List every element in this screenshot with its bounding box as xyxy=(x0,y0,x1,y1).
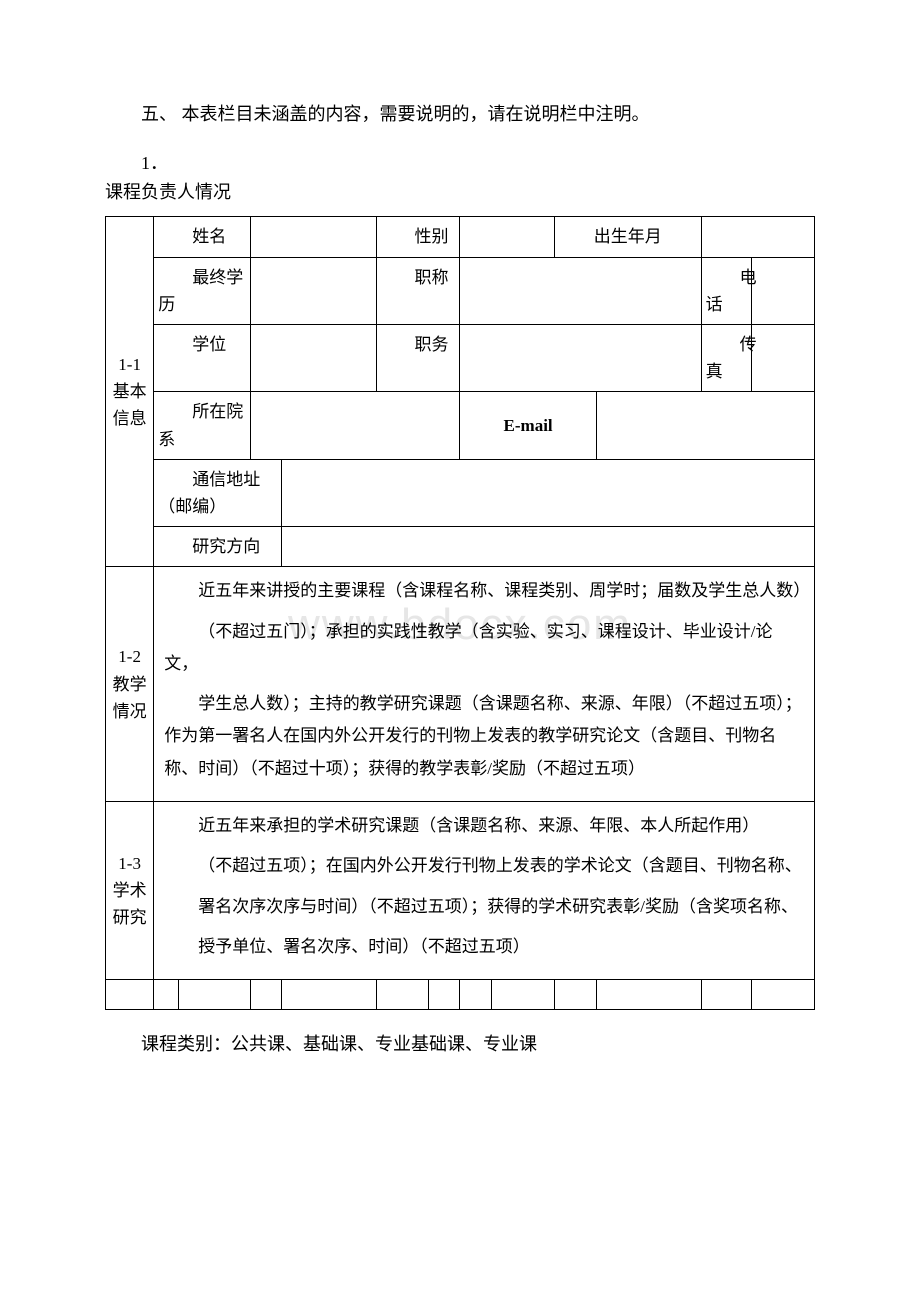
section-title: 课程负责人情况 xyxy=(105,178,815,207)
label-duty: 职务 xyxy=(376,324,460,391)
empty-cell xyxy=(106,980,154,1010)
empty-cell xyxy=(491,980,554,1010)
s12-p3: 学生总人数）；主持的教学研究课题（含课题名称、来源、年限）（不超过五项）；作为第… xyxy=(164,688,804,785)
value-birth xyxy=(701,217,814,257)
empty-cell xyxy=(250,980,281,1010)
value-address xyxy=(282,459,815,526)
empty-cell xyxy=(751,980,814,1010)
label-title: 职称 xyxy=(376,257,460,324)
value-fax xyxy=(751,324,814,391)
label-research: 研究方向 xyxy=(154,527,282,567)
empty-cell xyxy=(154,980,179,1010)
label-1-1: 1-1基本信息 xyxy=(106,217,154,567)
footer-note: 课程类别：公共课、基础课、专业基础课、专业课 xyxy=(105,1030,815,1059)
s12-p1: 近五年来讲授的主要课程（含课程名称、课程类别、周学时；届数及学生总人数） xyxy=(164,575,804,607)
empty-cell xyxy=(179,980,250,1010)
label-gender: 性别 xyxy=(376,217,460,257)
label-name: 姓名 xyxy=(154,217,250,257)
empty-cell xyxy=(554,980,596,1010)
label-dept: 所在院系 xyxy=(154,392,250,459)
label-edu: 最终学历 xyxy=(154,257,250,324)
empty-cell xyxy=(460,980,491,1010)
value-email xyxy=(596,392,814,459)
label-degree: 学位 xyxy=(154,324,250,391)
s13-p4: 授予单位、署名次序、时间）（不超过五项） xyxy=(164,931,804,963)
s12-p2: （不超过五门）；承担的实践性教学（含实验、实习、课程设计、毕业设计/论文， xyxy=(164,616,804,681)
row-dept: 所在院系 E-mail xyxy=(106,392,815,459)
row-degree: 学位 职务 传真 xyxy=(106,324,815,391)
empty-cell xyxy=(596,980,701,1010)
body-1-3: 近五年来承担的学术研究课题（含课题名称、来源、年限、本人所起作用） （不超过五项… xyxy=(154,802,815,980)
value-dept xyxy=(250,392,460,459)
value-degree xyxy=(250,324,376,391)
empty-cell xyxy=(701,980,751,1010)
value-gender xyxy=(460,217,554,257)
page-content: 五、 本表栏目未涵盖的内容，需要说明的，请在说明栏中注明。 1． 课程负责人情况… xyxy=(105,100,815,1059)
main-table: 1-1基本信息 姓名 性别 出生年月 最终学历 职称 电话 学位 职务 传真 xyxy=(105,216,815,1010)
value-title xyxy=(460,257,701,324)
value-edu xyxy=(250,257,376,324)
label-1-3: 1-3学术研究 xyxy=(106,802,154,980)
body-1-2: 近五年来讲授的主要课程（含课程名称、课程类别、周学时；届数及学生总人数） （不超… xyxy=(154,567,815,802)
empty-cell xyxy=(282,980,376,1010)
row-name: 1-1基本信息 姓名 性别 出生年月 xyxy=(106,217,815,257)
value-research xyxy=(282,527,815,567)
label-address: 通信地址（邮编） xyxy=(154,459,282,526)
label-1-2: 1-2教学情况 xyxy=(106,567,154,802)
row-empty xyxy=(106,980,815,1010)
empty-cell xyxy=(428,980,459,1010)
label-phone: 电话 xyxy=(701,257,751,324)
intro-line: 五、 本表栏目未涵盖的内容，需要说明的，请在说明栏中注明。 xyxy=(105,100,815,129)
s13-p1: 近五年来承担的学术研究课题（含课题名称、来源、年限、本人所起作用） xyxy=(164,810,804,842)
row-section-1-3: 1-3学术研究 近五年来承担的学术研究课题（含课题名称、来源、年限、本人所起作用… xyxy=(106,802,815,980)
label-fax: 传真 xyxy=(701,324,751,391)
empty-cell xyxy=(376,980,428,1010)
label-email: E-mail xyxy=(460,392,596,459)
value-name xyxy=(250,217,376,257)
row-address: 通信地址（邮编） xyxy=(106,459,815,526)
row-research: 研究方向 xyxy=(106,527,815,567)
row-section-1-2: 1-2教学情况 近五年来讲授的主要课程（含课程名称、课程类别、周学时；届数及学生… xyxy=(106,567,815,802)
label-birth: 出生年月 xyxy=(554,217,701,257)
row-edu: 最终学历 职称 电话 xyxy=(106,257,815,324)
value-duty xyxy=(460,324,701,391)
section-number: 1． xyxy=(105,149,815,178)
s13-p3: 署名次序次序与时间）（不超过五项）；获得的学术研究表彰/奖励（含奖项名称、 xyxy=(164,891,804,923)
value-phone xyxy=(751,257,814,324)
s13-p2: （不超过五项）；在国内外公开发行刊物上发表的学术论文（含题目、刊物名称、 xyxy=(164,850,804,882)
